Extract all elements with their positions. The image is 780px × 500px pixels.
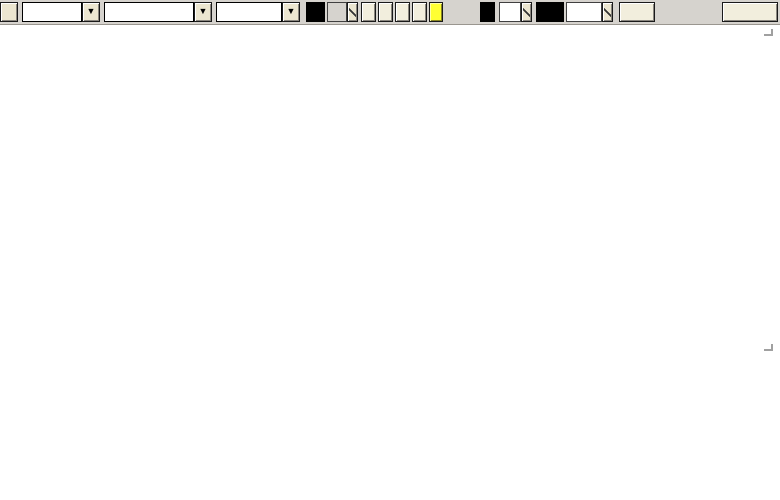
t-label [480, 2, 495, 22]
price-oscillator-chart-canvas[interactable] [0, 25, 780, 500]
t-value-input[interactable] [499, 2, 521, 22]
symbol-value [104, 2, 194, 22]
monthly-button[interactable] [395, 2, 410, 22]
chevron-down-icon[interactable]: ▼ [194, 2, 212, 22]
multi-symbol-button[interactable] [722, 2, 778, 22]
panel-corner-icon[interactable] [764, 29, 773, 36]
chevron-down-icon[interactable]: ▼ [82, 2, 100, 22]
minute-button[interactable] [412, 2, 427, 22]
panel-corner-icon[interactable] [764, 344, 773, 351]
bar-type-label [306, 2, 325, 22]
nav-dropdown-button[interactable] [0, 2, 18, 22]
tick-toggle-button[interactable] [429, 2, 443, 22]
chevron-down-icon[interactable]: ▼ [282, 2, 300, 22]
bar-count-label [536, 2, 564, 22]
contract-month-combo[interactable]: ▼ [216, 2, 300, 22]
bar-count-spinner-icon[interactable] [602, 2, 613, 22]
chart-area [0, 25, 780, 500]
apply-button[interactable] [619, 2, 655, 22]
contract-month-value [216, 2, 282, 22]
toolbar: ▼ ▼ ▼ [0, 0, 780, 25]
instrument-type-value [22, 2, 82, 22]
instrument-type-combo[interactable]: ▼ [22, 2, 100, 22]
daily-button[interactable] [361, 2, 376, 22]
bar-count-input[interactable] [566, 2, 602, 22]
weekly-button[interactable] [378, 2, 393, 22]
interval-spinner-icon[interactable] [347, 2, 358, 22]
interval-input[interactable] [327, 2, 347, 22]
symbol-combo[interactable]: ▼ [104, 2, 212, 22]
t-spinner-icon[interactable] [521, 2, 532, 22]
